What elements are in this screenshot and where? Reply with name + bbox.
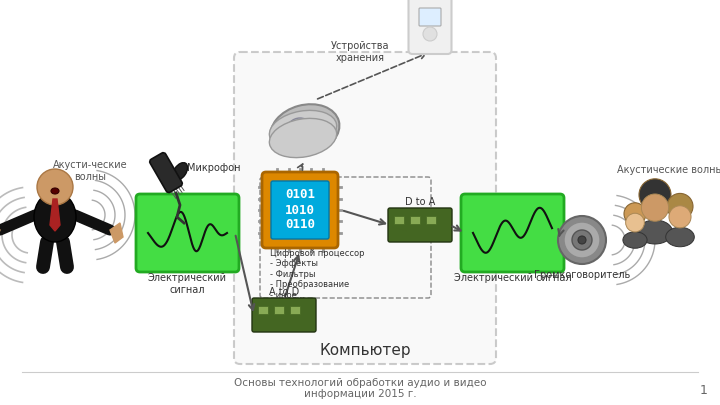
Text: D to A: D to A (405, 197, 435, 207)
Circle shape (423, 27, 437, 41)
Circle shape (558, 216, 606, 264)
Text: Электрический сигнал: Электрический сигнал (454, 273, 571, 283)
FancyBboxPatch shape (150, 153, 182, 193)
Circle shape (669, 206, 691, 228)
FancyBboxPatch shape (394, 216, 404, 224)
Ellipse shape (637, 220, 672, 244)
FancyBboxPatch shape (388, 208, 452, 242)
FancyBboxPatch shape (410, 216, 420, 224)
Ellipse shape (271, 104, 339, 156)
Circle shape (578, 236, 586, 244)
Ellipse shape (666, 227, 694, 247)
Ellipse shape (269, 111, 337, 149)
Circle shape (572, 230, 592, 250)
Text: Электрический
сигнал: Электрический сигнал (148, 273, 227, 294)
Circle shape (642, 194, 669, 221)
Text: 1: 1 (700, 384, 708, 396)
Ellipse shape (51, 188, 59, 194)
Circle shape (624, 203, 646, 225)
FancyBboxPatch shape (426, 216, 436, 224)
Ellipse shape (34, 192, 76, 242)
FancyBboxPatch shape (461, 194, 564, 272)
Circle shape (564, 222, 600, 258)
Ellipse shape (269, 118, 337, 158)
Circle shape (639, 179, 671, 211)
Text: Цифровой процессор
- Эффекты
- Фильтры
- Преобразование
- иное...: Цифровой процессор - Эффекты - Фильтры -… (270, 249, 364, 300)
Text: Громкоговоритель: Громкоговоритель (534, 270, 630, 280)
Text: 0101
1010
0110: 0101 1010 0110 (285, 188, 315, 232)
FancyBboxPatch shape (408, 0, 451, 54)
Polygon shape (50, 199, 60, 231)
Text: Устройства
хранения: Устройства хранения (330, 41, 390, 63)
Polygon shape (110, 223, 123, 243)
Text: информации 2015 г.: информации 2015 г. (304, 389, 416, 399)
FancyBboxPatch shape (274, 306, 284, 314)
Circle shape (37, 169, 73, 205)
Circle shape (626, 213, 644, 232)
FancyBboxPatch shape (252, 298, 316, 332)
FancyBboxPatch shape (290, 306, 300, 314)
Circle shape (286, 118, 314, 146)
Text: A to D: A to D (269, 287, 299, 297)
Text: Акусти-ческие
волны: Акусти-ческие волны (53, 160, 127, 181)
Ellipse shape (173, 163, 188, 180)
Text: Микрофон: Микрофон (187, 163, 240, 173)
Circle shape (296, 128, 304, 136)
Text: Компьютер: Компьютер (319, 343, 411, 358)
FancyBboxPatch shape (136, 194, 239, 272)
Text: Основы технологий обработки аудио и видео: Основы технологий обработки аудио и виде… (234, 378, 486, 388)
Ellipse shape (623, 232, 647, 248)
FancyBboxPatch shape (258, 306, 268, 314)
Text: Акустические волны: Акустические волны (617, 165, 720, 175)
FancyBboxPatch shape (262, 172, 338, 248)
FancyBboxPatch shape (234, 52, 496, 364)
FancyBboxPatch shape (271, 181, 329, 239)
FancyBboxPatch shape (419, 8, 441, 26)
Circle shape (667, 194, 693, 220)
